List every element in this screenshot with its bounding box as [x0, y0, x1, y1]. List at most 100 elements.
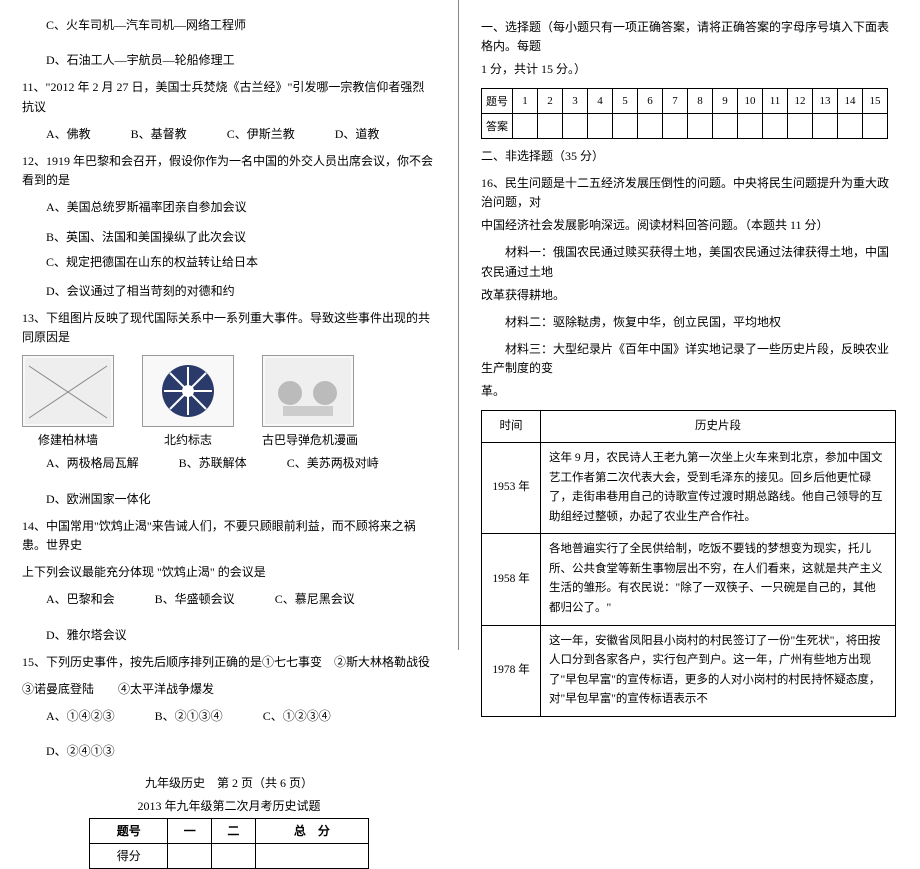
num: 1 — [513, 88, 538, 113]
image-cell: 修建柏林墙 — [22, 355, 114, 448]
q14-stem-b: 上下列会议最能充分体现 "饮鸩止渴" 的会议是 — [22, 563, 436, 582]
ans — [788, 113, 813, 138]
num: 6 — [638, 88, 663, 113]
th: 题号 — [90, 818, 168, 843]
year-cell: 1953 年 — [482, 443, 541, 534]
year-cell: 1978 年 — [482, 625, 541, 716]
td: 得分 — [90, 843, 168, 868]
table-row: 1953 年 这年 9 月，农民诗人王老九第一次坐上火车来到北京，参加中国文艺工… — [482, 443, 896, 534]
td — [212, 843, 256, 868]
q16-a: 16、民生问题是十二五经济发展压倒性的问题。中央将民生问题提升为重大政治问题，对 — [481, 174, 896, 212]
num: 3 — [563, 88, 588, 113]
ans — [588, 113, 613, 138]
opt: D、雅尔塔会议 — [22, 626, 127, 645]
opt: C、①②③④ — [239, 707, 331, 726]
image-cell: 北约标志 — [142, 355, 234, 448]
exam-title: 2013 年九年级第二次月考历史试题 — [22, 797, 436, 814]
q13-stem: 13、下组图片反映了现代国际关系中一系列重大事件。导致这些事件出现的共同原因是 — [22, 309, 436, 347]
num: 14 — [838, 88, 863, 113]
ans — [538, 113, 563, 138]
opt: C、规定把德国在山东的权益转让给日本 — [22, 253, 258, 272]
right-column: 一、选择题（每小题只有一项正确答案，请将正确答案的字母序号填入下面表格内。每题 … — [459, 0, 918, 650]
material3-a: 材料三：大型纪录片《百年中国》详实地记录了一些历史片段，反映农业生产制度的变 — [481, 340, 896, 378]
q15-options: A、①④②③ B、②①③④ C、①②③④ D、②④①③ — [22, 707, 436, 761]
ans — [813, 113, 838, 138]
material1-b: 改革获得耕地。 — [481, 286, 896, 305]
opt: D、②④①③ — [22, 742, 115, 761]
material3-b: 革。 — [481, 382, 896, 401]
answer-grid: 题号 1 2 3 4 5 6 7 8 9 10 11 12 13 14 15 答… — [481, 88, 888, 139]
q10-tail-options: C、火车司机—汽车司机—网络工程师 D、石油工人—宇航员—轮船修理工 — [22, 16, 436, 70]
opt: C、火车司机—汽车司机—网络工程师 — [22, 16, 246, 35]
ans — [513, 113, 538, 138]
image-caption: 古巴导弹危机漫画 — [262, 431, 358, 448]
opt: B、英国、法国和美国操纵了此次会议 — [22, 228, 246, 247]
ans — [638, 113, 663, 138]
cuba-crisis-image — [262, 355, 354, 427]
opt: C、伊斯兰教 — [203, 125, 295, 144]
opt: C、慕尼黑会议 — [251, 590, 355, 609]
table-row: 得分 — [90, 843, 369, 868]
opt: A、美国总统罗斯福率团亲自参加会议 — [22, 198, 247, 217]
th-time: 时间 — [482, 410, 541, 443]
q14-stem-a: 14、中国常用"饮鸩止渴"来告诫人们，不要只顾眼前利益，而不顾将来之祸患。世界史 — [22, 517, 436, 555]
fragment-table: 时间 历史片段 1953 年 这年 9 月，农民诗人王老九第一次坐上火车来到北京… — [481, 410, 896, 717]
num: 15 — [863, 88, 888, 113]
row-label: 答案 — [482, 113, 513, 138]
left-column: C、火车司机—汽车司机—网络工程师 D、石油工人—宇航员—轮船修理工 11、"2… — [0, 0, 459, 650]
table-row: 题号 一 二 总 分 — [90, 818, 369, 843]
table-row: 答案 — [482, 113, 888, 138]
num: 7 — [663, 88, 688, 113]
table-row: 1978 年 这一年，安徽省凤阳县小岗村的村民签订了一份"生死状"，将田按人口分… — [482, 625, 896, 716]
image-caption: 修建柏林墙 — [22, 431, 114, 448]
section2: 二、非选择题（35 分） — [481, 147, 896, 166]
q12-options-row2: C、规定把德国在山东的权益转让给日本 D、会议通过了相当苛刻的对德和约 — [22, 253, 436, 301]
q13-options: A、两极格局瓦解 B、苏联解体 C、美苏两极对峙 D、欧洲国家一体化 — [22, 454, 436, 508]
q12-stem: 12、1919 年巴黎和会召开，假设你作为一名中国的外交人员出席会议，你不会看到… — [22, 152, 436, 190]
row-label: 题号 — [482, 88, 513, 113]
num: 2 — [538, 88, 563, 113]
year-cell: 1958 年 — [482, 534, 541, 625]
image-caption: 北约标志 — [142, 431, 234, 448]
q14-options: A、巴黎和会 B、华盛顿会议 C、慕尼黑会议 D、雅尔塔会议 — [22, 590, 436, 644]
ans — [713, 113, 738, 138]
td — [255, 843, 368, 868]
th: 总 分 — [255, 818, 368, 843]
table-row: 时间 历史片段 — [482, 410, 896, 443]
frag-cell: 这一年，安徽省凤阳县小岗村的村民签订了一份"生死状"，将田按人口分到各家各户，实… — [541, 625, 896, 716]
opt: D、欧洲国家一体化 — [22, 490, 151, 509]
ans — [688, 113, 713, 138]
opt: A、佛教 — [22, 125, 91, 144]
ans — [663, 113, 688, 138]
ans — [863, 113, 888, 138]
opt: A、两极格局瓦解 — [22, 454, 139, 473]
num: 5 — [613, 88, 638, 113]
frag-cell: 各地普遍实行了全民供给制，吃饭不要钱的梦想变为现实，托儿所、公共食堂等新生事物层… — [541, 534, 896, 625]
opt: D、道教 — [311, 125, 380, 144]
q11-options: A、佛教 B、基督教 C、伊斯兰教 D、道教 — [22, 125, 436, 144]
num: 11 — [763, 88, 788, 113]
opt: C、美苏两极对峙 — [263, 454, 379, 473]
num: 12 — [788, 88, 813, 113]
page-footer: 九年级历史 第 2 页（共 6 页） — [22, 774, 436, 791]
td — [168, 843, 212, 868]
section1-a: 一、选择题（每小题只有一项正确答案，请将正确答案的字母序号填入下面表格内。每题 — [481, 18, 896, 56]
q12-options-row1: A、美国总统罗斯福率团亲自参加会议 B、英国、法国和美国操纵了此次会议 — [22, 198, 436, 246]
opt: B、②①③④ — [131, 707, 223, 726]
q11-stem: 11、"2012 年 2 月 27 日，美国士兵焚烧《古兰经》"引发哪一宗教信仰… — [22, 78, 436, 116]
table-row: 1958 年 各地普遍实行了全民供给制，吃饭不要钱的梦想变为现实，托儿所、公共食… — [482, 534, 896, 625]
num: 8 — [688, 88, 713, 113]
ans — [763, 113, 788, 138]
opt: D、会议通过了相当苛刻的对德和约 — [22, 282, 235, 301]
berlin-wall-image — [22, 355, 114, 427]
ans — [563, 113, 588, 138]
ans — [613, 113, 638, 138]
ans — [838, 113, 863, 138]
num: 10 — [738, 88, 763, 113]
q16-b: 中国经济社会发展影响深远。阅读材料回答问题。（本题共 11 分） — [481, 216, 896, 235]
q15-stem-b: ③诺曼底登陆 ④太平洋战争爆发 — [22, 680, 436, 699]
th-frag: 历史片段 — [541, 410, 896, 443]
opt: A、①④②③ — [22, 707, 115, 726]
material1-a: 材料一：俄国农民通过赎买获得土地，美国农民通过法律获得土地，中国农民通过土地 — [481, 243, 896, 281]
score-table: 题号 一 二 总 分 得分 — [89, 818, 369, 869]
